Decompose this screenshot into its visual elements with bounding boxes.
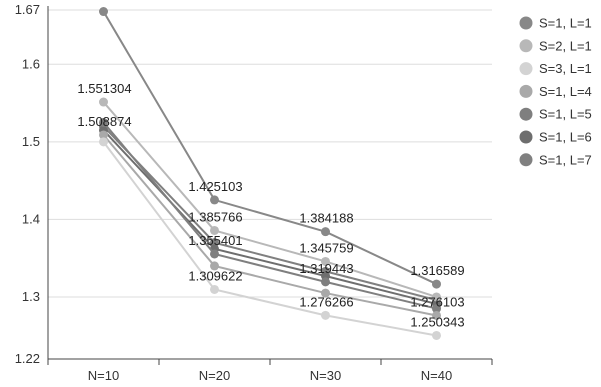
x-tick-label: N=10 xyxy=(88,368,119,383)
legend-marker xyxy=(519,62,533,76)
y-tick-label: 1.6 xyxy=(22,56,40,71)
data-point[interactable] xyxy=(210,238,219,248)
series-line xyxy=(102,125,437,302)
data-point[interactable] xyxy=(210,284,219,294)
data-point[interactable] xyxy=(99,97,108,107)
legend-item[interactable]: S=2, L=1 xyxy=(519,38,592,53)
series-line xyxy=(102,141,437,337)
y-tick-label: 1.5 xyxy=(22,134,40,149)
legend-label: S=1, L=6 xyxy=(539,130,592,145)
data-label: 1.276103 xyxy=(410,294,464,309)
y-tick-label: 1.3 xyxy=(22,289,40,304)
data-label: 1.250343 xyxy=(410,314,464,329)
data-point[interactable] xyxy=(210,249,219,259)
x-tick-label: N=40 xyxy=(421,368,452,383)
legend-item[interactable]: S=1, L=6 xyxy=(519,130,592,145)
y-tick-label: 1.22 xyxy=(15,351,40,366)
legend-marker xyxy=(519,153,533,167)
data-label: 1.508874 xyxy=(77,114,131,129)
y-tick-label: 1.67 xyxy=(15,2,40,17)
data-label: 1.345759 xyxy=(299,240,353,255)
legend-marker xyxy=(519,39,533,53)
legend-marker xyxy=(519,16,533,30)
data-point[interactable] xyxy=(432,304,441,314)
series-lines xyxy=(99,7,441,340)
series-line xyxy=(102,101,437,298)
series-6 xyxy=(99,121,441,305)
series-1 xyxy=(99,97,441,302)
data-labels: 1.551304 1.508874 1.425103 1.385766 1.355401… xyxy=(77,81,464,329)
x-tick-label: N=30 xyxy=(310,368,341,383)
data-point[interactable] xyxy=(99,137,108,147)
legend-item[interactable]: S=1, L=4 xyxy=(519,84,592,99)
data-point[interactable] xyxy=(432,310,441,320)
legend-label: S=1, L=7 xyxy=(539,152,592,167)
data-label: 1.551304 xyxy=(77,81,131,96)
data-point[interactable] xyxy=(321,227,330,237)
legend-label: S=1, L=5 xyxy=(539,107,592,122)
data-point[interactable] xyxy=(99,7,108,17)
legend: S=1, L=1 S=2, L=1 S=3, L=1 S=1, L=4 S=1, L=5… xyxy=(519,16,592,167)
data-point[interactable] xyxy=(210,195,219,205)
data-point[interactable] xyxy=(321,256,330,266)
data-label: 1.384188 xyxy=(299,211,353,226)
data-label: 1.319443 xyxy=(299,261,353,276)
legend-label: S=1, L=1 xyxy=(539,16,592,31)
series-line xyxy=(102,134,437,317)
legend-marker xyxy=(519,84,533,98)
legend-item[interactable]: S=3, L=1 xyxy=(519,61,592,76)
series-line xyxy=(102,121,437,310)
legend-marker xyxy=(519,107,533,121)
series-3 xyxy=(99,130,441,320)
legend-label: S=1, L=4 xyxy=(539,84,592,99)
data-label: 1.385766 xyxy=(188,209,242,224)
legend-label: S=3, L=1 xyxy=(539,61,592,76)
series-line xyxy=(102,129,437,305)
legend-item[interactable]: S=1, L=7 xyxy=(519,152,592,167)
data-point[interactable] xyxy=(321,310,330,320)
data-point[interactable] xyxy=(99,130,108,140)
legend-marker xyxy=(519,130,533,144)
data-point[interactable] xyxy=(432,279,441,289)
data-point[interactable] xyxy=(432,292,441,302)
x-tick-label: N=20 xyxy=(199,368,230,383)
data-point[interactable] xyxy=(432,330,441,340)
grid xyxy=(48,9,492,298)
series-4 xyxy=(99,117,441,314)
legend-label: S=2, L=1 xyxy=(539,38,592,53)
data-label: 1.355401 xyxy=(188,233,242,248)
axes: 1.22 1.3 1.4 1.5 1.6 1.67 N=10 N=20 N=30 N=40 xyxy=(15,2,493,383)
series-line xyxy=(102,11,437,285)
data-label: 1.316589 xyxy=(410,263,464,278)
data-point[interactable] xyxy=(210,261,219,271)
legend-item[interactable]: S=1, L=5 xyxy=(519,107,592,122)
data-label: 1.425103 xyxy=(188,179,242,194)
y-tick-label: 1.4 xyxy=(22,211,40,226)
data-point[interactable] xyxy=(321,288,330,298)
data-label: 1.276266 xyxy=(299,294,353,309)
data-label: 1.309622 xyxy=(188,268,242,283)
data-point[interactable] xyxy=(321,277,330,287)
data-point[interactable] xyxy=(99,117,108,127)
series-0 xyxy=(99,7,441,289)
series-2 xyxy=(99,137,441,340)
data-point[interactable] xyxy=(210,225,219,235)
legend-item[interactable]: S=1, L=1 xyxy=(519,16,592,31)
